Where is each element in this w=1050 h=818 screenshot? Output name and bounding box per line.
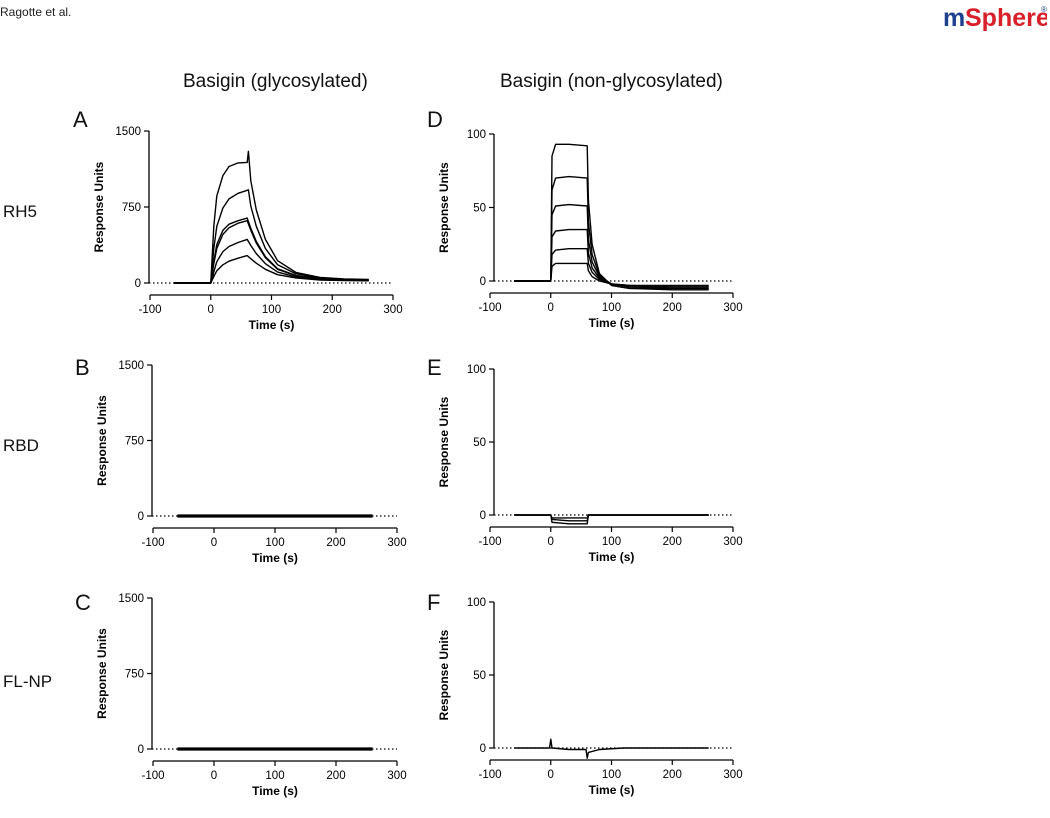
x-axis-label-b: Time (s) [252,551,298,565]
y-tick-label-a-0: 0 [135,278,141,290]
panel-letter-f: F [427,590,441,615]
y-tick-label-c-1: 750 [125,669,144,681]
x-tick-label-f-1: 0 [548,769,554,781]
author-line: Ragotte et al. [0,5,72,19]
x-tick-label-a-0: -100 [138,304,161,316]
y-axis-label-c: Response Units [95,628,109,719]
trace-a-0 [174,150,369,284]
trace-a-1 [174,189,369,284]
y-tick-label-f-2: 100 [467,597,486,609]
panel-letter-d: D [427,107,443,132]
trace-f-0 [514,738,709,759]
x-axis-label-d: Time (s) [589,316,635,330]
x-tick-label-a-1: 0 [208,304,214,316]
x-tick-label-c-0: -100 [141,770,164,782]
column-title-glycosylated: Basigin (glycosylated) [183,71,368,92]
msphere-logo: m Sphere ® [943,4,1047,32]
trace-d-3 [514,228,709,288]
x-tick-label-b-3: 200 [326,537,345,549]
x-tick-label-d-1: 0 [548,302,554,314]
panel-letter-c: C [75,590,91,615]
y-axis-label-a: Response Units [92,161,106,252]
trace-a-3 [174,220,369,284]
y-axis-label-f: Response Units [437,629,451,720]
y-tick-label-d-0: 0 [480,276,486,288]
x-tick-label-f-4: 300 [723,769,742,781]
logo-registered: ® [1041,5,1047,14]
y-tick-label-d-2: 100 [467,129,486,141]
panel-d-plot: 0 50 100 -100 0 100 200 300 Time (s) Response Uni… [437,129,743,330]
panel-letter-b: B [75,355,90,380]
panel-a-plot: 0 750 1500 -100 0 100 200 300 Time (s) Response U… [92,126,403,332]
x-tick-label-e-4: 300 [723,536,742,548]
trace-a-4 [174,238,369,284]
row-label-rbd: RBD [3,436,39,455]
x-tick-label-c-1: 0 [211,770,217,782]
panel-c-plot: 0 750 1500 -100 0 100 200 300 Time (s) Response U… [95,593,407,798]
trace-a-5 [174,254,369,284]
panel-f-plot: 0 50 100 -100 0 100 200 300 Time (s) Response Uni… [437,597,743,797]
y-tick-label-a-1: 750 [122,202,141,214]
trace-d-2 [514,203,709,290]
trace-e-2 [514,514,709,519]
panel-e-plot: 0 50 100 -100 0 100 200 300 Time (s) Response Uni… [437,364,743,564]
trace-d-1 [514,175,709,290]
x-tick-label-c-4: 300 [387,770,406,782]
column-title-non-glycosylated: Basigin (non-glycosylated) [500,71,723,92]
logo-sphere: Sphere [965,4,1047,32]
y-tick-label-f-0: 0 [480,743,486,755]
x-tick-label-c-3: 200 [326,770,345,782]
y-tick-label-e-0: 0 [480,510,486,522]
y-tick-label-c-0: 0 [138,744,144,756]
y-axis-label-b: Response Units [95,395,109,486]
x-tick-label-e-1: 0 [548,536,554,548]
x-tick-label-f-2: 100 [602,769,621,781]
y-tick-label-b-1: 750 [125,436,144,448]
y-axis-label-e: Response Units [437,396,451,487]
x-tick-label-b-4: 300 [387,537,406,549]
x-tick-label-d-0: -100 [478,302,501,314]
panel-b-plot: 0 750 1500 -100 0 100 200 300 Time (s) Response U… [95,360,407,565]
x-tick-label-d-4: 300 [723,302,742,314]
y-tick-label-e-2: 100 [467,364,486,376]
x-tick-label-b-0: -100 [141,537,164,549]
x-tick-label-f-0: -100 [478,769,501,781]
y-tick-label-a-2: 1500 [115,126,141,138]
y-tick-label-c-2: 1500 [118,593,144,605]
panel-letter-a: A [73,107,88,132]
row-label-fl-np: FL-NP [3,672,53,691]
x-tick-label-a-4: 300 [383,304,402,316]
logo-m: m [943,4,965,32]
y-tick-label-b-0: 0 [138,511,144,523]
y-tick-label-e-1: 50 [473,437,486,449]
trace-d-0 [514,143,709,291]
x-axis-label-f: Time (s) [589,783,635,797]
x-tick-label-e-2: 100 [602,536,621,548]
y-axis-label-d: Response Units [437,162,451,253]
x-axis-label-c: Time (s) [252,784,298,798]
x-tick-label-b-1: 0 [211,537,217,549]
trace-d-5 [514,262,709,287]
x-tick-label-e-3: 200 [663,536,682,548]
panel-letter-e: E [427,355,442,380]
x-tick-label-e-0: -100 [478,536,501,548]
x-tick-label-b-2: 100 [265,537,284,549]
row-label-rh5: RH5 [3,202,38,221]
x-tick-label-a-3: 200 [323,304,342,316]
x-tick-label-c-2: 100 [265,770,284,782]
x-tick-label-d-2: 100 [602,302,621,314]
trace-e-1 [514,514,709,522]
y-tick-label-d-1: 50 [473,203,486,215]
x-axis-label-e: Time (s) [589,550,635,564]
x-tick-label-a-2: 100 [262,304,281,316]
x-axis-label-a: Time (s) [249,318,295,332]
x-tick-label-d-3: 200 [663,302,682,314]
y-tick-label-f-1: 50 [473,670,486,682]
y-tick-label-b-2: 1500 [118,360,144,372]
trace-e-0 [514,514,709,525]
x-tick-label-f-3: 200 [663,769,682,781]
